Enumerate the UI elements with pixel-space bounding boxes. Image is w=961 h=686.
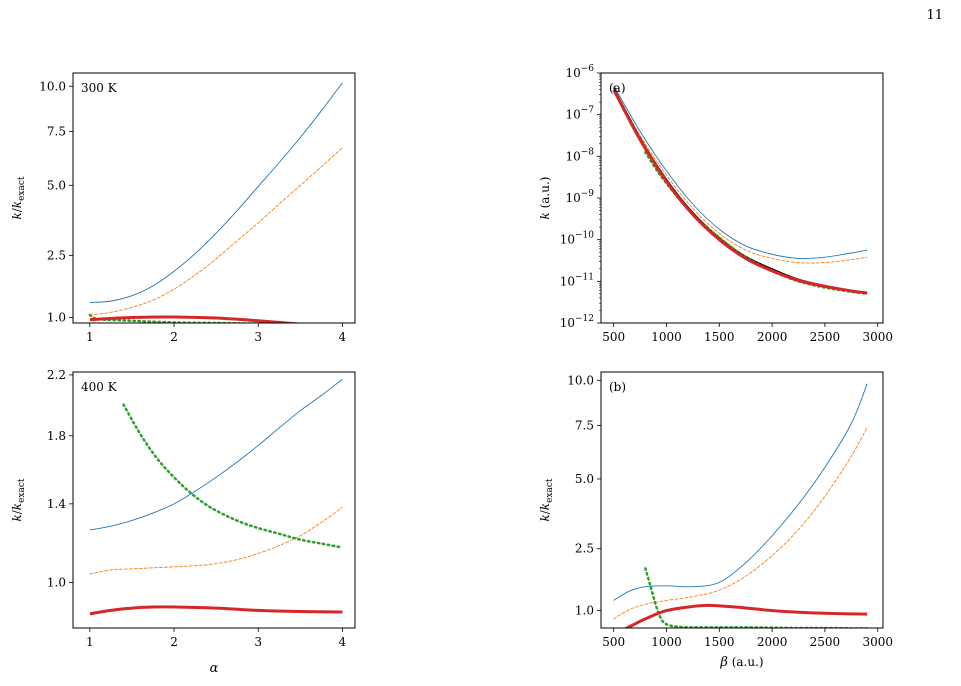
plot-frame bbox=[72, 371, 356, 629]
chart-bottom-left: 1 2 3 4 1.0 1.4 1.8 2.2 400 K k/kexact α bbox=[10, 368, 356, 676]
chart-top-right: 500 1000 1500 2000 2500 3000 10−12 10−11 10−10 10… bbox=[538, 64, 893, 344]
y-tick-label: 2.2 bbox=[47, 368, 66, 382]
x-axis-label: β (a.u.) bbox=[719, 655, 763, 670]
x-tick-label: 500 bbox=[602, 330, 625, 344]
y-tick-label: 7.5 bbox=[47, 125, 66, 139]
y-tick-label: 2.5 bbox=[575, 542, 594, 556]
y-axis-label: k/kexact bbox=[10, 478, 27, 521]
series-green-dotted-line bbox=[122, 403, 344, 549]
series-blue-thin-line bbox=[613, 383, 868, 601]
y-tick-label: 10−7 bbox=[565, 106, 594, 122]
y-tick-label: 10.0 bbox=[567, 373, 594, 387]
series-red-thick-line bbox=[89, 315, 305, 323]
y-tick-label: 10−11 bbox=[560, 272, 594, 288]
x-tick-label: 3000 bbox=[862, 330, 893, 344]
y-tick-label: 5.0 bbox=[575, 472, 594, 486]
x-axis-label: α bbox=[210, 661, 219, 676]
series-red-thick-line bbox=[89, 605, 343, 616]
x-tick-label: 1 bbox=[86, 635, 94, 649]
y-tick-label: 1.0 bbox=[47, 311, 66, 325]
y-tick-label: 10−8 bbox=[565, 147, 594, 163]
x-tick-label: 1 bbox=[86, 330, 94, 344]
y-tick-label: 1.8 bbox=[47, 429, 66, 443]
x-tick-label: 500 bbox=[602, 635, 625, 649]
series-green-dotted-line bbox=[644, 567, 869, 628]
x-tick-label: 3000 bbox=[862, 635, 893, 649]
series-orange-dashed-line bbox=[89, 147, 343, 316]
series-blue-thin-line bbox=[613, 85, 868, 260]
page-number: 11 bbox=[926, 8, 943, 23]
panel-annotation: 400 K bbox=[81, 380, 118, 394]
series-orange-dashed-line bbox=[613, 426, 868, 620]
x-tick-label: 2500 bbox=[810, 635, 841, 649]
panel-annotation: 300 K bbox=[81, 81, 118, 95]
x-tick-label: 4 bbox=[339, 330, 347, 344]
x-tick-label: 2500 bbox=[810, 330, 841, 344]
y-tick-label: 7.5 bbox=[575, 418, 594, 432]
series-orange-dashed-line bbox=[613, 87, 868, 264]
y-tick-label: 10−9 bbox=[565, 189, 594, 205]
chart-top-left: 1 2 3 4 1.0 2.5 5.0 7.5 10.0 300 K k/kexact bbox=[10, 72, 356, 344]
y-axis-label: k/kexact bbox=[538, 478, 555, 521]
plot-frame bbox=[600, 72, 884, 324]
y-tick-label: 10−6 bbox=[565, 64, 594, 80]
x-tick-label: 1500 bbox=[704, 330, 735, 344]
x-tick-label: 3 bbox=[254, 635, 262, 649]
plot-frame bbox=[600, 371, 884, 629]
panel-annotation: (b) bbox=[609, 380, 626, 394]
y-axis-label: k (a.u.) bbox=[538, 177, 552, 220]
y-axis-label: k/kexact bbox=[10, 176, 27, 219]
y-tick-label: 2.5 bbox=[47, 248, 66, 262]
y-tick-label: 10−10 bbox=[560, 231, 595, 247]
panel-annotation: (a) bbox=[609, 81, 626, 95]
series-red-thick-line bbox=[623, 603, 868, 628]
x-tick-label: 1000 bbox=[651, 635, 682, 649]
chart-bottom-right: 500 1000 1500 2000 2500 3000 1.0 2.5 5.0 7.5 10.0 (… bbox=[538, 371, 893, 670]
y-tick-label: 10−12 bbox=[560, 314, 594, 330]
x-tick-label: 2 bbox=[170, 330, 178, 344]
series-green-dotted-line bbox=[644, 150, 869, 296]
x-tick-label: 1500 bbox=[704, 635, 735, 649]
y-tick-label: 1.0 bbox=[575, 604, 594, 618]
series-blue-thin-line bbox=[89, 82, 343, 303]
series-orange-dashed-line bbox=[89, 507, 343, 575]
series-red-thick-line bbox=[612, 88, 868, 295]
series-blue-thin-line bbox=[89, 378, 343, 531]
x-tick-label: 4 bbox=[339, 635, 347, 649]
x-tick-label: 2000 bbox=[757, 330, 788, 344]
y-tick-label: 1.4 bbox=[47, 497, 66, 511]
y-tick-label: 1.0 bbox=[47, 576, 66, 590]
x-tick-label: 2000 bbox=[757, 635, 788, 649]
x-tick-label: 1000 bbox=[651, 330, 682, 344]
plot-frame bbox=[72, 72, 356, 324]
x-tick-label: 3 bbox=[254, 330, 262, 344]
y-tick-label: 5.0 bbox=[47, 178, 66, 192]
x-tick-label: 2 bbox=[170, 635, 178, 649]
y-tick-label: 10.0 bbox=[39, 79, 66, 93]
